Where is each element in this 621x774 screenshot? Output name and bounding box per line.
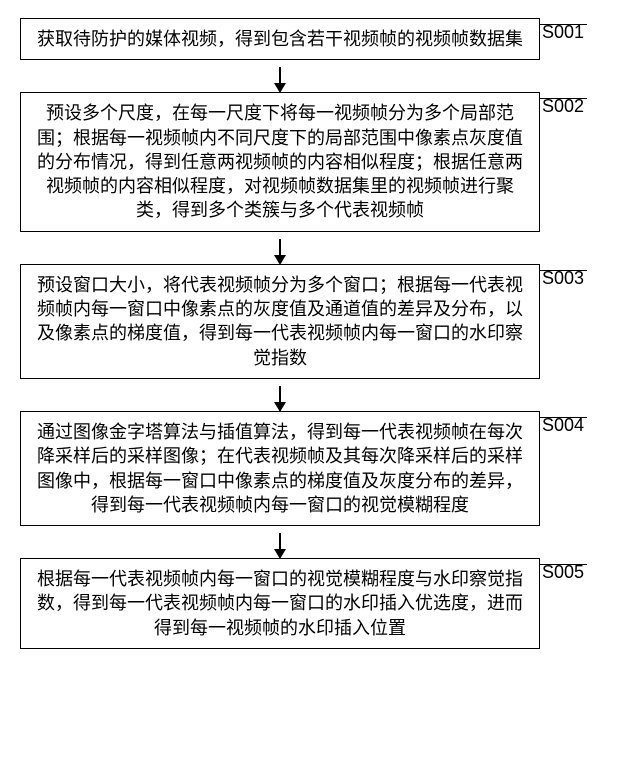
label-wrapper-4: S004 [540, 411, 587, 436]
step-label-2: S002 [540, 96, 584, 117]
step-label-5: S005 [540, 562, 584, 583]
arrow-down-icon [279, 67, 281, 85]
step-container-5: 根据每一代表视频帧内每一窗口的视觉模糊程度与水印察觉指数，得到每一代表视频帧内每… [20, 558, 611, 649]
label-wrapper-5: S005 [540, 558, 587, 583]
step-text-1: 获取待防护的媒体视频，得到包含若干视频帧的视频帧数据集 [35, 27, 525, 51]
step-box-5: 根据每一代表视频帧内每一窗口的视觉模糊程度与水印察觉指数，得到每一代表视频帧内每… [20, 558, 540, 649]
step-container-1: 获取待防护的媒体视频，得到包含若干视频帧的视频帧数据集 S001 [20, 18, 611, 60]
label-wrapper-2: S002 [540, 92, 587, 117]
step-text-5: 根据每一代表视频帧内每一窗口的视觉模糊程度与水印察觉指数，得到每一代表视频帧内每… [35, 567, 525, 640]
arrow-down-icon [279, 239, 281, 257]
arrow-down-icon [279, 386, 281, 404]
step-container-4: 通过图像金字塔算法与插值算法，得到每一代表视频帧在每次降采样后的采样图像；在代表… [20, 411, 611, 526]
step-box-2: 预设多个尺度，在每一尺度下将每一视频帧分为多个局部范围；根据每一视频帧内不同尺度… [20, 92, 540, 231]
step-label-1: S001 [540, 22, 584, 43]
step-box-3: 预设窗口大小，将代表视频帧分为多个窗口；根据每一代表视频帧内每一窗口中像素点的灰… [20, 264, 540, 379]
step-container-2: 预设多个尺度，在每一尺度下将每一视频帧分为多个局部范围；根据每一视频帧内不同尺度… [20, 92, 611, 231]
label-wrapper-3: S003 [540, 264, 587, 289]
label-wrapper-1: S001 [540, 18, 587, 43]
step-label-4: S004 [540, 415, 584, 436]
arrow-container-2 [20, 232, 540, 264]
step-container-3: 预设窗口大小，将代表视频帧分为多个窗口；根据每一代表视频帧内每一窗口中像素点的灰… [20, 264, 611, 379]
arrow-down-icon [279, 533, 281, 551]
step-label-3: S003 [540, 268, 584, 289]
step-box-4: 通过图像金字塔算法与插值算法，得到每一代表视频帧在每次降采样后的采样图像；在代表… [20, 411, 540, 526]
arrow-container-4 [20, 526, 540, 558]
step-box-1: 获取待防护的媒体视频，得到包含若干视频帧的视频帧数据集 [20, 18, 540, 60]
step-text-2: 预设多个尺度，在每一尺度下将每一视频帧分为多个局部范围；根据每一视频帧内不同尺度… [35, 101, 525, 222]
step-text-4: 通过图像金字塔算法与插值算法，得到每一代表视频帧在每次降采样后的采样图像；在代表… [35, 420, 525, 517]
flowchart-container: 获取待防护的媒体视频，得到包含若干视频帧的视频帧数据集 S001 预设多个尺度，… [0, 0, 621, 659]
arrow-container-1 [20, 60, 540, 92]
arrow-container-3 [20, 379, 540, 411]
step-text-3: 预设窗口大小，将代表视频帧分为多个窗口；根据每一代表视频帧内每一窗口中像素点的灰… [35, 273, 525, 370]
